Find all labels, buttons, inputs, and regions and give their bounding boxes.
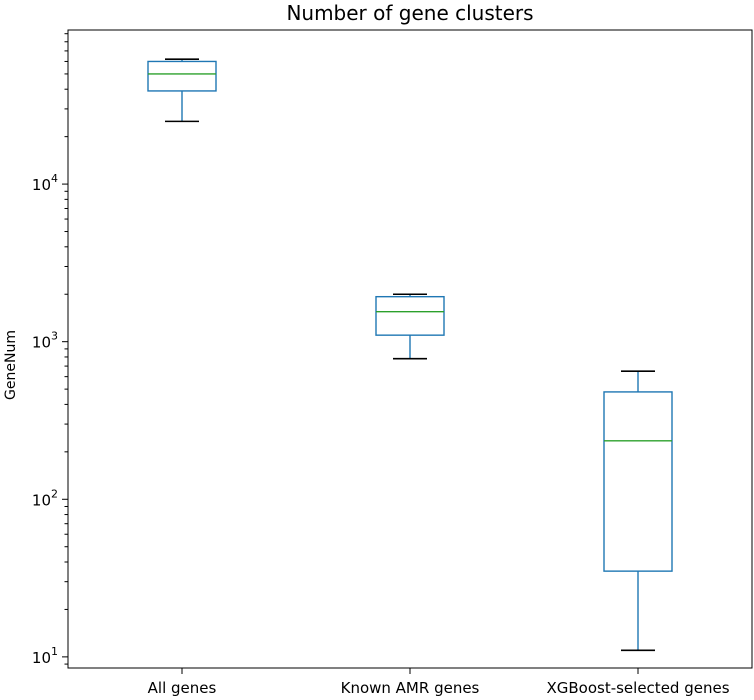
box-iqr	[375, 295, 445, 336]
y-tick-base: 10	[32, 334, 51, 352]
y-tick-label: 103	[32, 330, 58, 352]
y-tick-label: 101	[32, 645, 58, 667]
box-iqr	[147, 60, 217, 92]
x-tick-label: XGBoost-selected genes	[546, 679, 729, 697]
y-tick-base: 10	[32, 649, 51, 667]
x-axis-labels: All genes Known AMR genes XGBoost-selected…	[148, 668, 730, 697]
box-group	[375, 293, 445, 360]
y-tick-exponent: 4	[51, 172, 58, 185]
y-tick-exponent: 3	[51, 330, 58, 343]
x-tick-label: All genes	[148, 679, 217, 697]
y-axis-label: GeneNum	[3, 330, 19, 400]
box-group	[147, 58, 217, 123]
y-tick-exponent: 1	[51, 645, 58, 658]
box-iqr	[603, 391, 673, 572]
box-series	[147, 58, 673, 652]
y-tick-label: 104	[32, 172, 58, 194]
y-tick-label: 102	[32, 487, 58, 509]
chart-title: Number of gene clusters	[286, 1, 533, 25]
y-tick-base: 10	[32, 491, 51, 509]
y-tick-exponent: 2	[51, 487, 58, 500]
x-tick-label: Known AMR genes	[341, 679, 480, 697]
box-group	[603, 370, 673, 652]
y-tick-base: 10	[32, 176, 51, 194]
